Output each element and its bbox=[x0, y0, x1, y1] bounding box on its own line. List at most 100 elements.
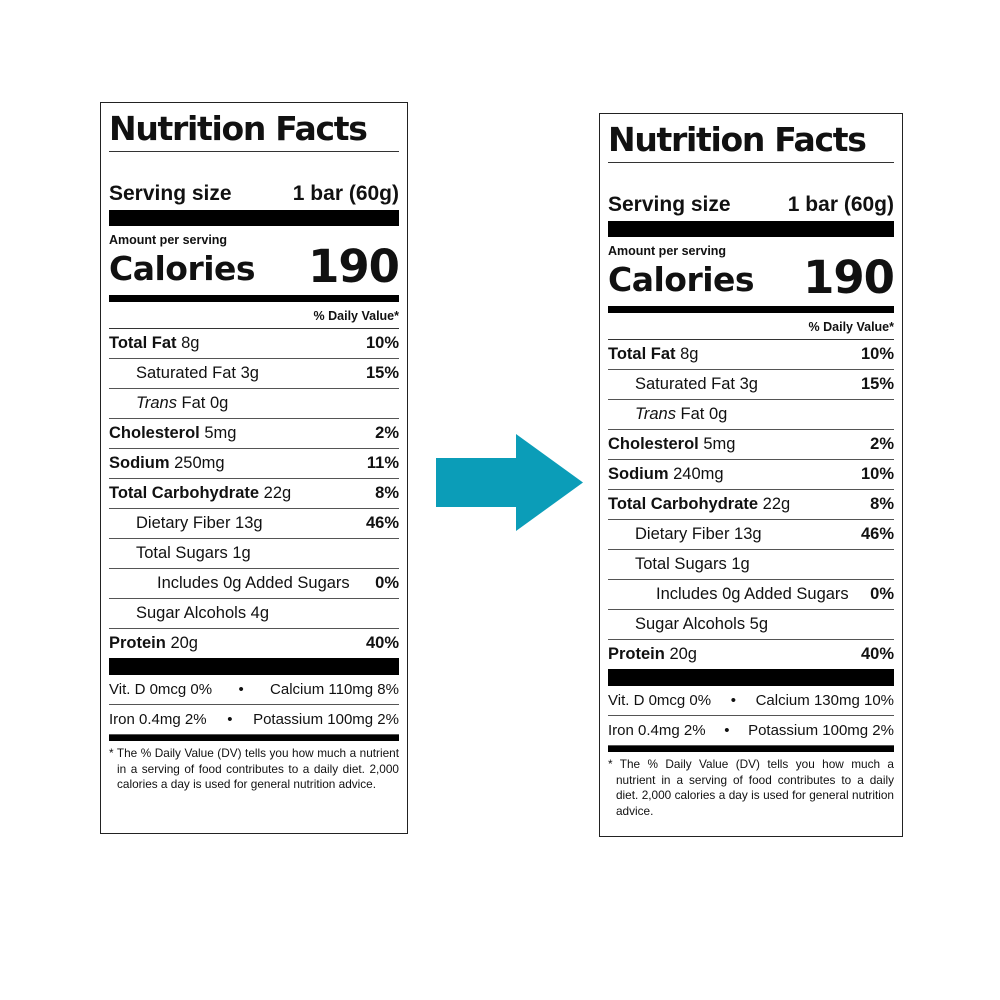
nutrient-amount: 8g bbox=[181, 334, 200, 352]
nutrient-name: Total Carbohydrate 22g bbox=[109, 484, 291, 503]
vitamin-right: Potassium 100mg 2% bbox=[253, 711, 399, 728]
nutrient-daily-value: 10% bbox=[860, 345, 894, 363]
serving-size-label: Serving size bbox=[109, 182, 232, 205]
medium-divider bbox=[109, 735, 399, 741]
nutrient-name: Dietary Fiber 13g bbox=[608, 525, 762, 544]
nutrient-label: Protein bbox=[608, 645, 665, 663]
nutrient-amount: 0g Added Sugars bbox=[722, 585, 849, 603]
nutrient-amount: 22g bbox=[762, 495, 791, 513]
nutrient-label: Cholesterol bbox=[109, 424, 200, 442]
label-title: Nutrition Facts bbox=[109, 109, 368, 148]
vitamin-right: Potassium 100mg 2% bbox=[748, 722, 894, 739]
daily-value-header: % Daily Value* bbox=[608, 319, 894, 340]
nutrient-row: Sodium 240mg 10% bbox=[608, 460, 894, 490]
nutrient-label: Dietary Fiber bbox=[635, 525, 730, 543]
nutrient-row: Saturated Fat 3g 15% bbox=[608, 370, 894, 400]
nutrient-daily-value: 40% bbox=[860, 645, 894, 663]
nutrient-amount: 3g bbox=[739, 375, 758, 393]
nutrient-daily-value: 46% bbox=[365, 514, 399, 532]
medium-divider bbox=[608, 306, 894, 313]
calories-label: Calories bbox=[608, 260, 755, 299]
nutrient-daily-value: 2% bbox=[870, 435, 894, 453]
nutrient-name: Sodium 250mg bbox=[109, 454, 225, 473]
vitamin-row: Iron 0.4mg 2% • Potassium 100mg 2% bbox=[109, 705, 399, 735]
nutrient-amount: 0g Added Sugars bbox=[223, 574, 350, 592]
nutrient-name: Total Fat 8g bbox=[109, 334, 199, 353]
bullet-icon: • bbox=[238, 681, 244, 698]
nutrient-row: Sodium 250mg 11% bbox=[109, 449, 399, 479]
nutrient-daily-value: 0% bbox=[375, 574, 399, 592]
nutrient-amount: 5g bbox=[749, 615, 769, 633]
nutrient-name: Cholesterol 5mg bbox=[109, 424, 236, 443]
nutrient-amount: Fat 0g bbox=[181, 394, 229, 412]
nutrient-daily-value: 15% bbox=[860, 375, 894, 393]
calories-row: Calories 190 bbox=[109, 240, 400, 293]
nutrient-row: Protein 20g 40% bbox=[608, 640, 894, 669]
nutrient-daily-value: 11% bbox=[366, 454, 399, 472]
nutrient-label: Dietary Fiber bbox=[136, 514, 231, 532]
nutrient-row: Includes 0g Added Sugars 0% bbox=[608, 580, 894, 610]
nutrient-label: Trans bbox=[136, 394, 177, 412]
nutrient-label: Trans bbox=[635, 405, 676, 423]
nutrient-daily-value: 10% bbox=[365, 334, 399, 352]
nutrient-label: Includes bbox=[656, 585, 718, 603]
nutrient-name: Total Sugars 1g bbox=[109, 544, 251, 563]
nutrient-daily-value: 8% bbox=[375, 484, 399, 502]
nutrient-daily-value: 0% bbox=[870, 585, 894, 603]
nutrient-row: Dietary Fiber 13g 46% bbox=[608, 520, 894, 550]
nutrient-amount: 20g bbox=[669, 645, 697, 663]
nutrient-row: Trans Fat 0g bbox=[608, 400, 894, 430]
nutrient-row: Sugar Alcohols 4g bbox=[109, 599, 399, 629]
serving-size-row: Serving size 1 bar (60g) bbox=[109, 182, 399, 206]
nutrient-name: Saturated Fat 3g bbox=[109, 364, 259, 383]
medium-divider bbox=[608, 746, 894, 752]
serving-size-label: Serving size bbox=[608, 193, 731, 216]
nutrient-row: Total Carbohydrate 22g 8% bbox=[109, 479, 399, 509]
nutrient-label: Total Fat bbox=[109, 334, 177, 352]
nutrient-daily-value: 46% bbox=[860, 525, 894, 543]
nutrient-name: Includes 0g Added Sugars bbox=[109, 574, 350, 593]
serving-size-value: 1 bar (60g) bbox=[787, 193, 894, 216]
nutrient-row: Total Sugars 1g bbox=[608, 550, 894, 580]
vitamin-right: Calcium 130mg 10% bbox=[755, 692, 894, 709]
nutrient-label: Cholesterol bbox=[608, 435, 699, 453]
thick-divider bbox=[608, 669, 894, 686]
nutrient-label: Total Sugars bbox=[136, 544, 228, 562]
thick-divider bbox=[608, 221, 894, 237]
nutrient-amount: 250mg bbox=[174, 454, 225, 472]
vitamin-left: Iron 0.4mg 2% bbox=[109, 711, 207, 728]
nutrient-row: Saturated Fat 3g 15% bbox=[109, 359, 399, 389]
nutrient-row: Includes 0g Added Sugars 0% bbox=[109, 569, 399, 599]
nutrient-amount: 22g bbox=[263, 484, 292, 502]
nutrient-label: Includes bbox=[157, 574, 219, 592]
nutrient-label: Sodium bbox=[109, 454, 170, 472]
thick-divider bbox=[109, 210, 399, 226]
nutrient-label: Protein bbox=[109, 634, 166, 652]
nutrient-name: Includes 0g Added Sugars bbox=[608, 585, 849, 604]
nutrient-label: Total Sugars bbox=[635, 555, 727, 573]
nutrient-amount: 3g bbox=[240, 364, 259, 382]
vitamin-left: Iron 0.4mg 2% bbox=[608, 722, 706, 739]
nutrient-amount: 20g bbox=[170, 634, 198, 652]
nutrient-amount: 4g bbox=[250, 604, 270, 622]
calories-value: 190 bbox=[308, 240, 400, 293]
vitamin-list: Vit. D 0mcg 0% • Calcium 110mg 8% Iron 0.4m… bbox=[109, 675, 399, 735]
label-title: Nutrition Facts bbox=[608, 120, 867, 159]
bullet-icon: • bbox=[724, 722, 730, 739]
divider bbox=[109, 151, 399, 152]
nutrient-row: Cholesterol 5mg 2% bbox=[608, 430, 894, 460]
thick-divider bbox=[109, 658, 399, 675]
vitamin-row: Vit. D 0mcg 0% • Calcium 110mg 8% bbox=[109, 675, 399, 705]
nutrient-row: Total Sugars 1g bbox=[109, 539, 399, 569]
nutrient-daily-value: 2% bbox=[375, 424, 399, 442]
vitamin-right: Calcium 110mg 8% bbox=[270, 681, 399, 698]
nutrient-name: Saturated Fat 3g bbox=[608, 375, 758, 394]
nutrient-amount: 13g bbox=[235, 514, 263, 532]
calories-value: 190 bbox=[803, 251, 895, 304]
nutrient-name: Sodium 240mg bbox=[608, 465, 724, 484]
calories-row: Calories 190 bbox=[608, 251, 895, 304]
nutrient-row: Total Fat 8g 10% bbox=[109, 329, 399, 359]
vitamin-list: Vit. D 0mcg 0% • Calcium 130mg 10% Iron 0.4… bbox=[608, 686, 894, 746]
nutrient-name: Total Fat 8g bbox=[608, 345, 698, 364]
vitamin-left: Vit. D 0mcg 0% bbox=[109, 681, 213, 698]
